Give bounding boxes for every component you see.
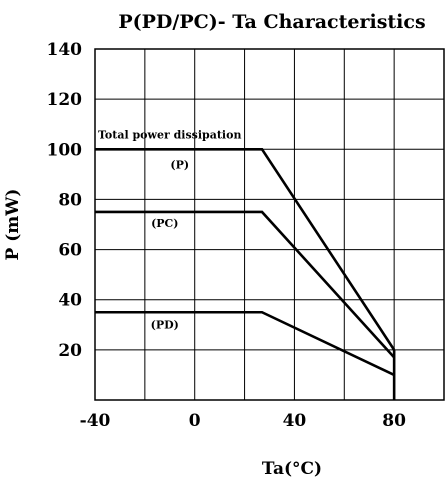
series-label-pc: (PC) [151, 217, 178, 230]
series-label-p: (P) [170, 158, 189, 171]
y-axis-ticks: 20 40 60 80 100 120 140 [47, 40, 83, 361]
vertical-gridlines [144, 49, 395, 400]
series-line [95, 210, 396, 359]
series-label-pd: (PD) [151, 318, 179, 331]
plot-frame [94, 48, 445, 401]
x-tick-label: -40 [80, 411, 111, 431]
x-axis-ticks: -40 0 40 80 [80, 411, 406, 431]
y-tick-label: 100 [47, 140, 83, 160]
y-tick-label: 140 [47, 40, 83, 60]
x-tick-label: 80 [382, 411, 406, 431]
y-tick-label: 20 [58, 341, 82, 361]
x-tick-label: 40 [283, 411, 307, 431]
y-axis-label: P (mW) [3, 189, 23, 261]
series-line [95, 310, 395, 377]
annotation-total-power-dissipation: Total power dissipation [98, 128, 241, 141]
series-lines [95, 147, 396, 400]
x-tick-label: 0 [189, 411, 201, 431]
y-tick-label: 60 [58, 241, 82, 261]
series-line [95, 147, 396, 351]
y-tick-label: 40 [58, 291, 82, 311]
chart-title: P(PD/PC)- Ta Characteristics [118, 11, 425, 33]
y-tick-label: 80 [58, 190, 82, 210]
y-tick-label: 120 [47, 90, 83, 110]
x-axis-label: Ta(°C) [262, 459, 322, 479]
